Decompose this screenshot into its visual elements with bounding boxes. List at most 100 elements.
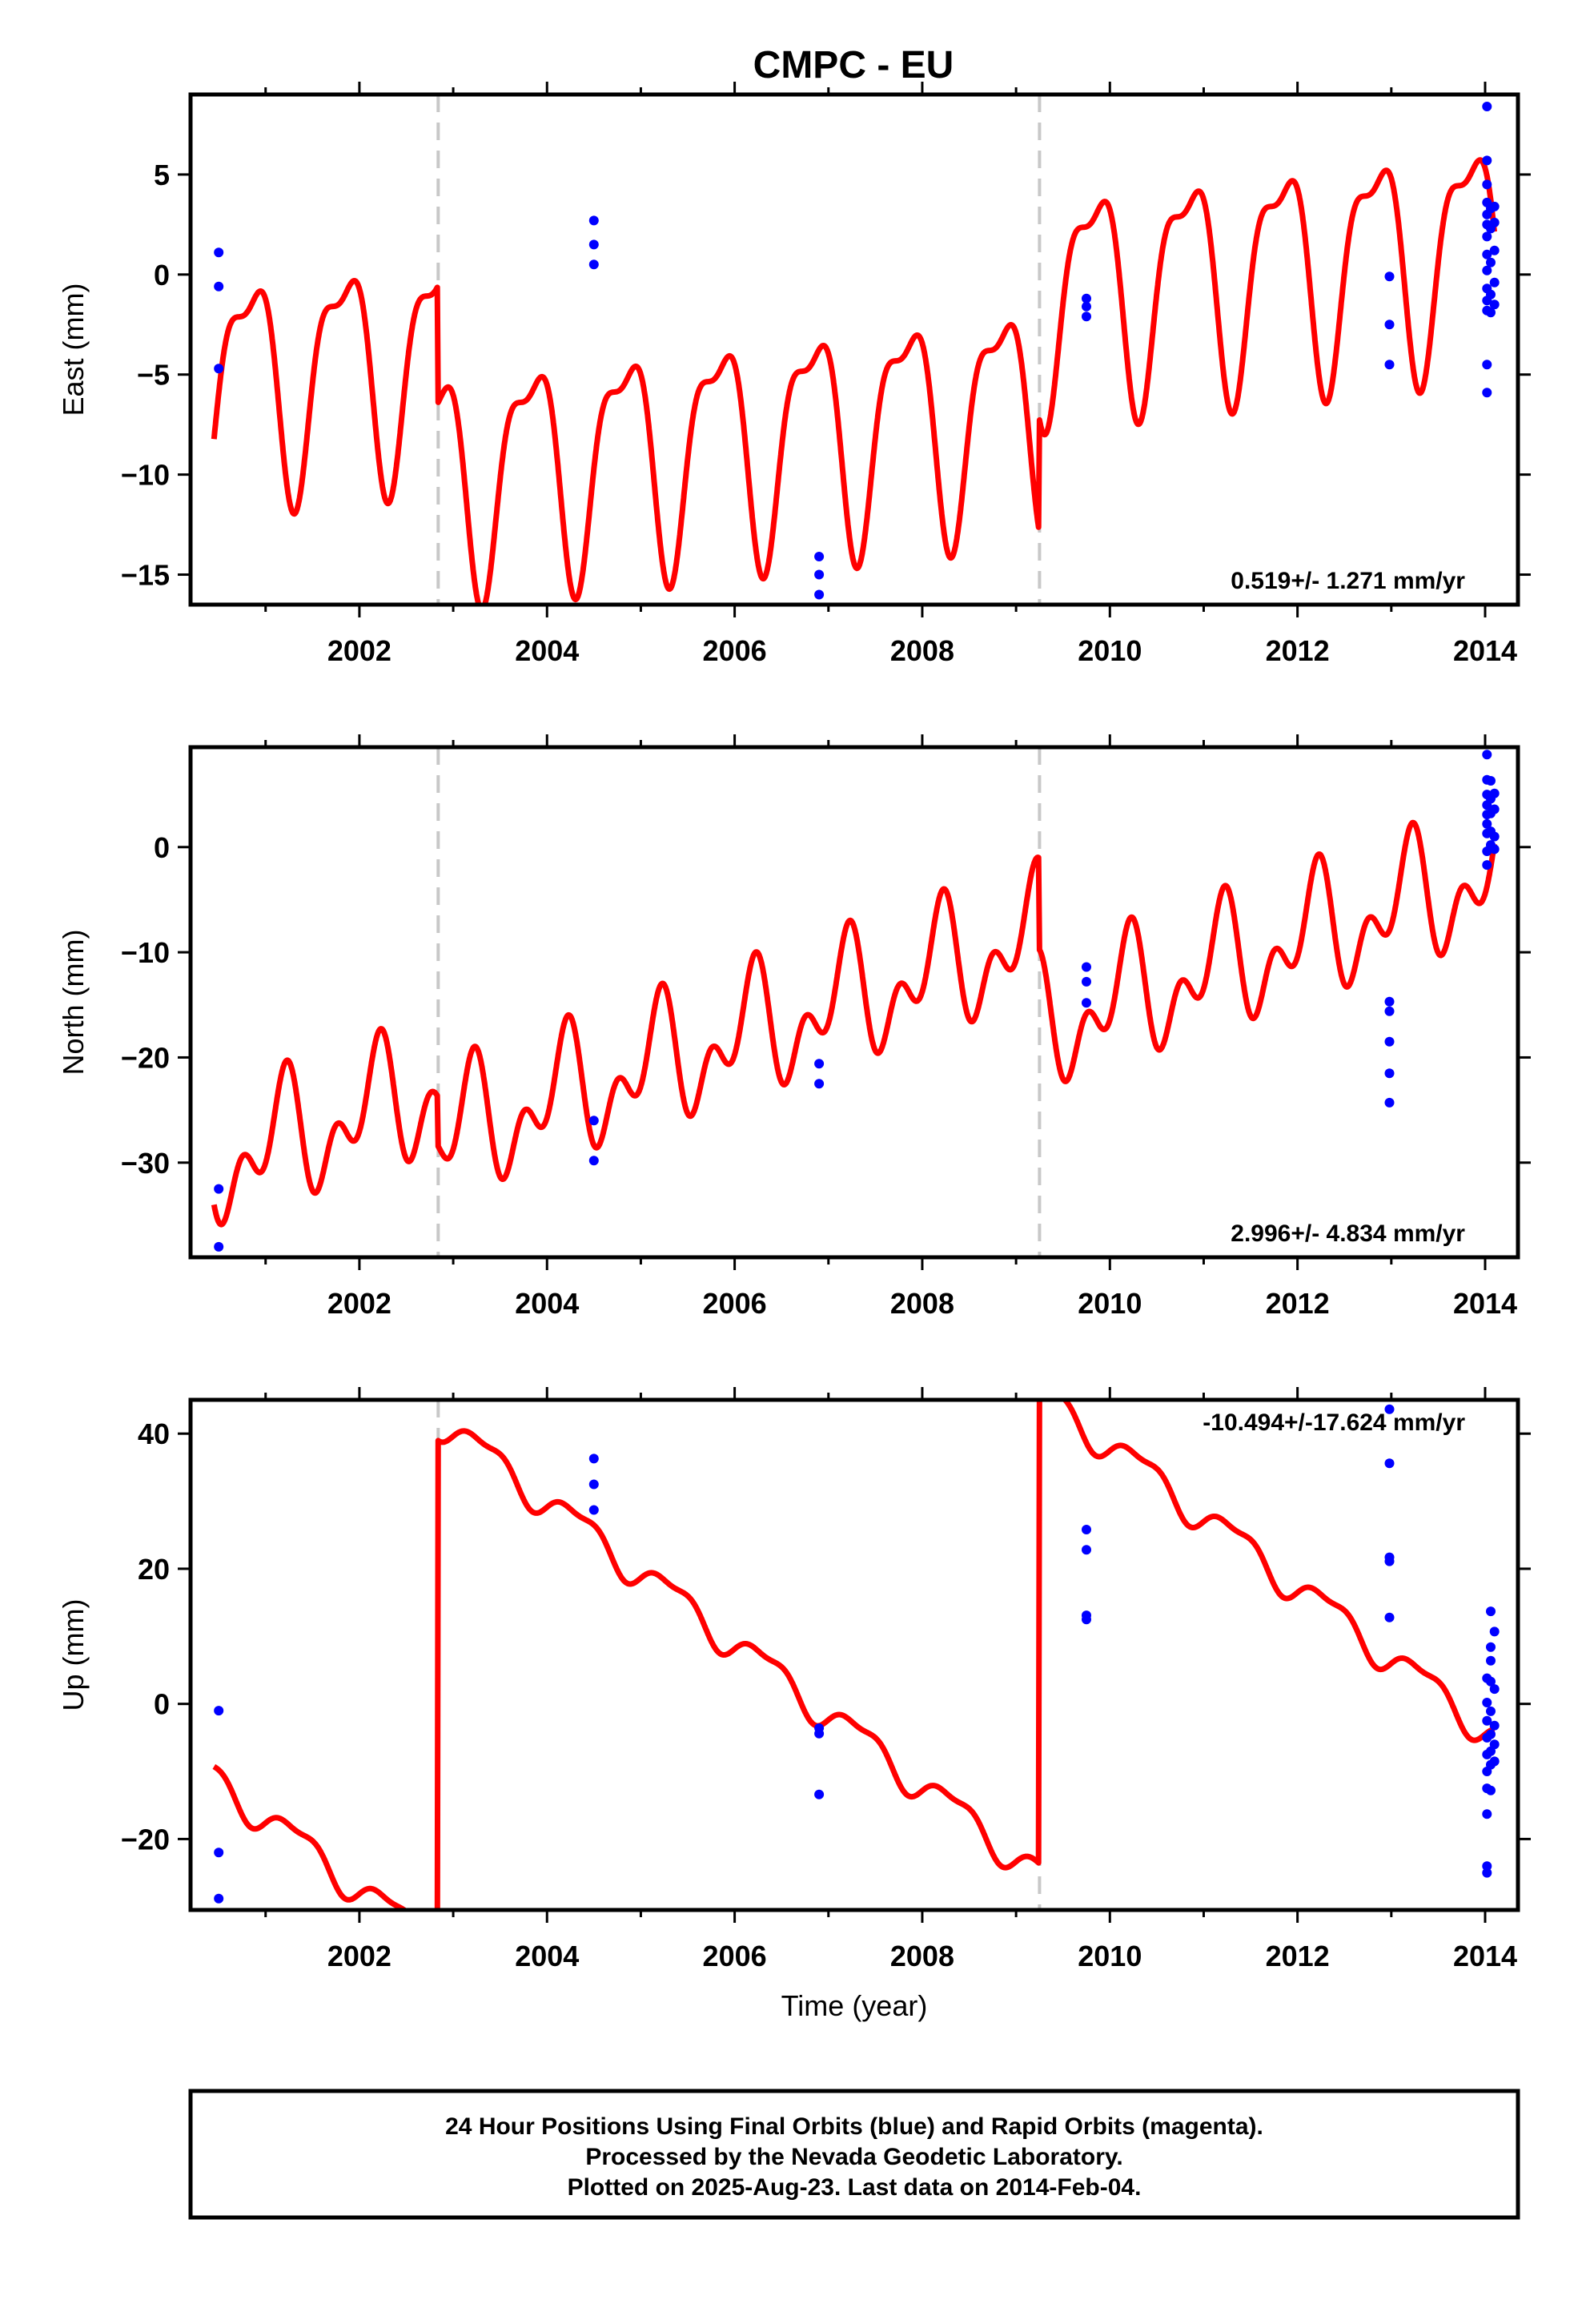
x-tick-label: 2014 <box>1453 1940 1517 1972</box>
rate-annotation: -10.494+/-17.624 mm/yr <box>1203 1409 1465 1436</box>
y-tick-label: −30 <box>121 1147 170 1180</box>
data-point <box>1486 308 1496 318</box>
model-line <box>211 819 1497 1228</box>
data-point <box>214 1241 224 1252</box>
data-point <box>214 364 224 374</box>
data-point <box>1489 300 1500 310</box>
panel-east: −15 −10 −5 0 5 2002 2004 2006 2008 2010 2012 2014 Ea… <box>57 82 1531 667</box>
footer-line-1: 24 Hour Positions Using Final Orbits (bl… <box>445 2113 1263 2140</box>
y-tick-label: −10 <box>121 936 170 969</box>
data-point <box>588 259 599 270</box>
y-tick-label: 20 <box>138 1553 170 1586</box>
x-tick-label: 2012 <box>1266 634 1330 667</box>
data-point <box>1489 245 1500 255</box>
plot-area <box>211 750 1500 1252</box>
data-point <box>1082 1614 1091 1625</box>
data-point <box>1489 1720 1500 1731</box>
data-point <box>1082 1545 1091 1555</box>
data-point <box>1482 750 1492 760</box>
data-point <box>1482 860 1492 870</box>
data-point <box>588 1479 599 1490</box>
data-point <box>1482 1715 1492 1726</box>
data-point <box>588 239 599 250</box>
footer-line-3: Plotted on 2025-Aug-23. Last data on 201… <box>568 2174 1142 2201</box>
data-point <box>1489 217 1500 227</box>
data-point <box>1486 1606 1496 1617</box>
data-point <box>1486 776 1496 786</box>
x-tick-label: 2010 <box>1078 1940 1142 1972</box>
rate-annotation: 2.996+/- 4.834 mm/yr <box>1231 1220 1465 1247</box>
y-tick-label: 0 <box>154 1688 170 1721</box>
y-tick-label: 5 <box>154 159 170 191</box>
data-point <box>1082 962 1091 972</box>
panel-up: −20 0 20 40 2002 2004 2006 2008 2010 2012 2014 Up (… <box>57 1387 1531 2022</box>
data-point <box>588 1116 599 1126</box>
x-tick-label: 2004 <box>515 1287 579 1320</box>
data-point <box>214 1184 224 1194</box>
data-point <box>1482 388 1492 398</box>
data-point <box>1486 1655 1496 1666</box>
data-point <box>1384 1404 1395 1414</box>
footer-frame <box>188 2089 1520 2220</box>
data-point <box>1384 1097 1395 1108</box>
data-point <box>214 1848 224 1858</box>
data-point <box>1384 1036 1395 1047</box>
data-point <box>588 1156 599 1166</box>
data-point <box>814 1059 825 1069</box>
data-point <box>1384 1006 1395 1016</box>
plot-area <box>211 102 1500 605</box>
data-point <box>1482 1868 1492 1878</box>
x-tick-label: 2008 <box>890 634 954 667</box>
x-tick-label: 2002 <box>327 1940 391 1972</box>
x-tick-label: 2002 <box>327 634 391 667</box>
data-point <box>1489 831 1500 842</box>
data-point <box>1482 265 1492 275</box>
y-tick-label: 0 <box>154 259 170 292</box>
x-axis-label: Time (year) <box>781 1989 928 2022</box>
x-tick-label: 2008 <box>890 1940 954 1972</box>
data-point <box>1384 1612 1395 1622</box>
data-point <box>1489 804 1500 814</box>
data-point <box>1482 360 1492 370</box>
data-point <box>1489 1684 1500 1695</box>
rate-annotation: 0.519+/- 1.271 mm/yr <box>1231 568 1465 594</box>
y-axis-label: Up (mm) <box>57 1599 90 1711</box>
y-tick-label: 0 <box>154 831 170 864</box>
model-line <box>211 1400 1497 1910</box>
plot-frame <box>188 745 1520 1260</box>
data-point <box>1082 998 1091 1008</box>
y-tick-label: 40 <box>138 1417 170 1450</box>
data-point <box>588 1505 599 1515</box>
data-point <box>1482 818 1492 829</box>
x-tick-label: 2010 <box>1078 1287 1142 1320</box>
data-point <box>1482 249 1492 259</box>
data-point <box>1489 844 1500 854</box>
data-point <box>214 247 224 258</box>
data-point <box>1384 360 1395 370</box>
data-point <box>1486 1642 1496 1652</box>
data-point <box>1486 257 1496 267</box>
plot-frame <box>188 1397 1520 1912</box>
data-point <box>214 1706 224 1716</box>
data-point <box>1482 1698 1492 1707</box>
data-point <box>214 281 224 292</box>
y-tick-label: −15 <box>121 559 170 592</box>
data-point <box>1489 1626 1500 1637</box>
data-point <box>1384 996 1395 1007</box>
data-point <box>814 569 825 580</box>
x-tick-label: 2014 <box>1453 1287 1517 1320</box>
y-axis-label: East (mm) <box>57 283 90 416</box>
data-point <box>1482 231 1492 242</box>
data-point <box>214 1893 224 1904</box>
data-point <box>1489 1739 1500 1750</box>
x-tick-label: 2012 <box>1266 1940 1330 1972</box>
data-point <box>1384 1556 1395 1566</box>
x-tick-label: 2010 <box>1078 634 1142 667</box>
data-point <box>1486 289 1496 300</box>
data-point <box>1384 1068 1395 1079</box>
data-point <box>814 589 825 600</box>
plot-frame <box>188 92 1520 607</box>
x-tick-label: 2002 <box>327 1287 391 1320</box>
data-point <box>1082 312 1091 322</box>
